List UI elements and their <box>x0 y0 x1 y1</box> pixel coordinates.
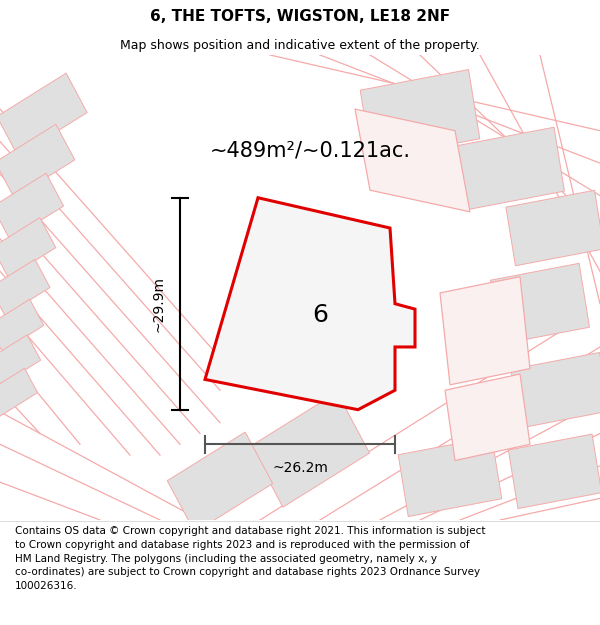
Text: ~489m²/~0.121ac.: ~489m²/~0.121ac. <box>209 140 410 160</box>
Text: ~26.2m: ~26.2m <box>272 461 328 475</box>
Polygon shape <box>398 437 502 516</box>
Polygon shape <box>0 335 41 385</box>
Polygon shape <box>455 127 565 210</box>
Polygon shape <box>360 69 480 159</box>
Polygon shape <box>250 392 370 507</box>
Polygon shape <box>0 217 56 278</box>
Polygon shape <box>508 434 600 509</box>
Polygon shape <box>0 368 38 416</box>
Polygon shape <box>445 374 530 461</box>
Polygon shape <box>355 109 470 212</box>
Polygon shape <box>0 124 75 198</box>
Text: Contains OS data © Crown copyright and database right 2021. This information is : Contains OS data © Crown copyright and d… <box>15 526 485 591</box>
Text: 6: 6 <box>312 302 328 326</box>
Polygon shape <box>0 259 50 316</box>
Text: 6, THE TOFTS, WIGSTON, LE18 2NF: 6, THE TOFTS, WIGSTON, LE18 2NF <box>150 9 450 24</box>
Polygon shape <box>0 73 87 156</box>
Text: ~29.9m: ~29.9m <box>151 276 165 332</box>
Polygon shape <box>490 263 590 344</box>
Polygon shape <box>511 352 600 428</box>
Polygon shape <box>506 190 600 266</box>
Polygon shape <box>440 277 530 385</box>
Polygon shape <box>205 198 415 410</box>
Polygon shape <box>0 173 64 239</box>
Polygon shape <box>167 432 273 532</box>
Polygon shape <box>0 299 44 351</box>
Text: Map shows position and indicative extent of the property.: Map shows position and indicative extent… <box>120 39 480 52</box>
